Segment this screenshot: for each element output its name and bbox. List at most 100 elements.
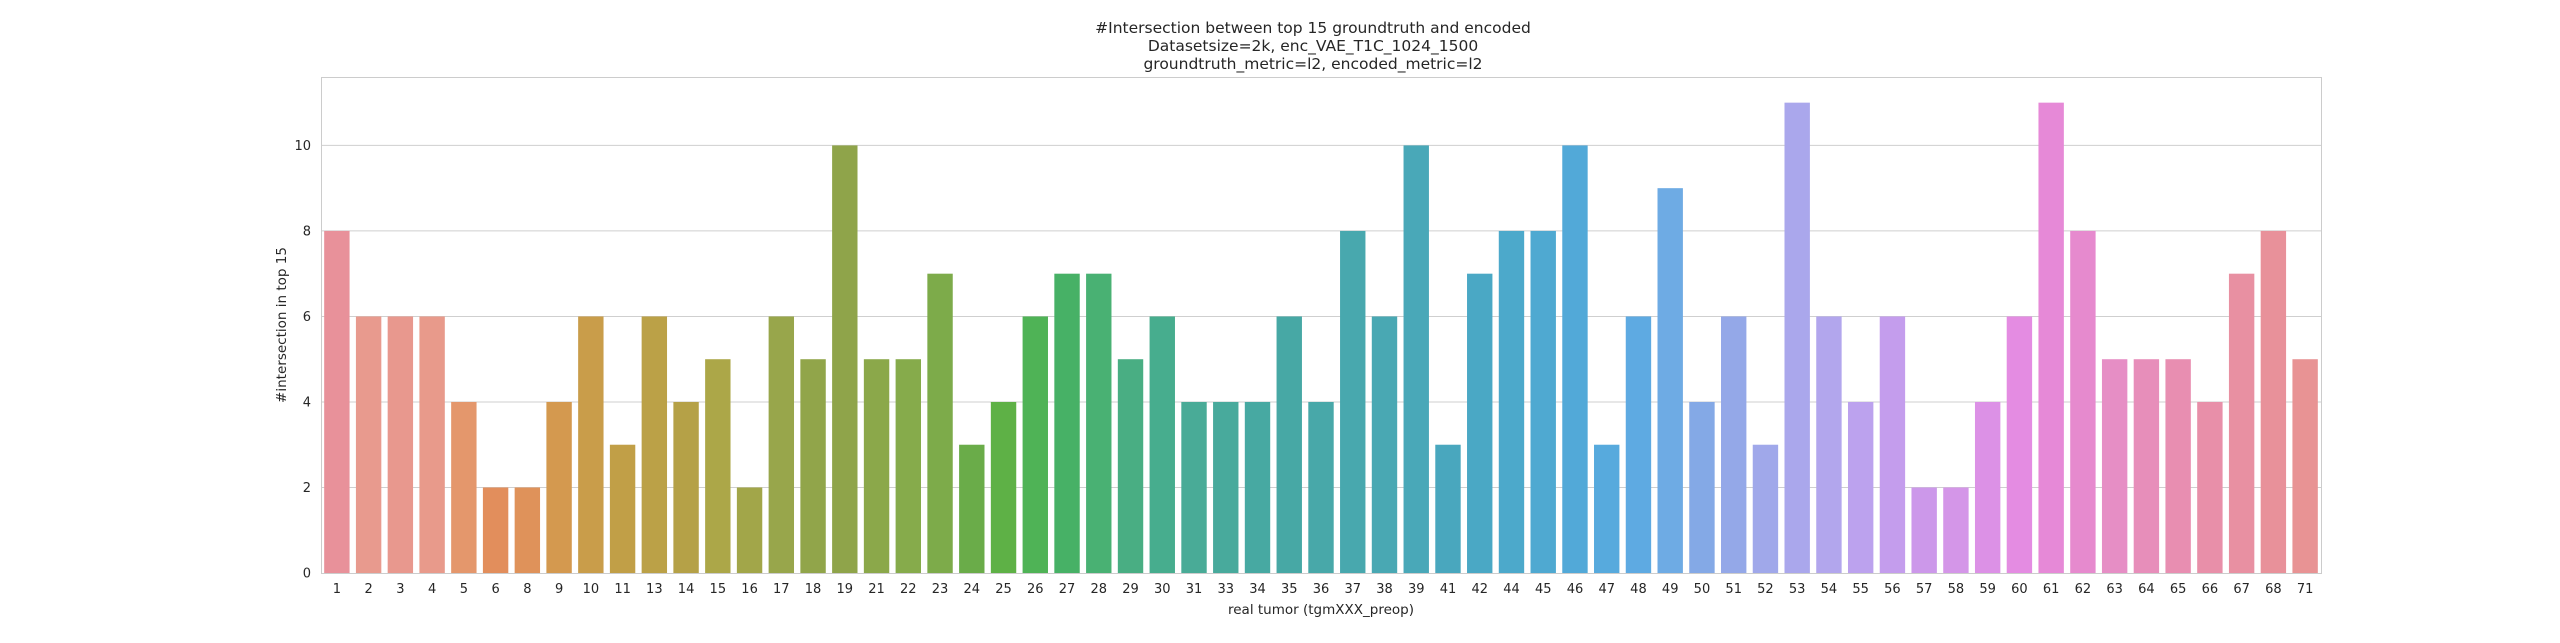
x-axis-label: real tumor (tgmXXX_preop) (1228, 602, 1414, 618)
bar-16 (736, 487, 763, 573)
bar-9 (546, 401, 572, 573)
bar-71 (2292, 359, 2318, 573)
x-tick-label: 9 (555, 582, 563, 597)
y-tick-label: 4 (303, 395, 311, 410)
bar-30 (1149, 316, 1175, 573)
bar-37 (1340, 230, 1366, 573)
bar-67 (2228, 273, 2255, 573)
bar-1 (324, 230, 350, 573)
x-tick-label: 10 (583, 582, 600, 597)
bar-15 (705, 359, 731, 573)
x-tick-label: 15 (710, 582, 727, 597)
bar-42 (1467, 273, 1493, 573)
x-tick-label: 4 (428, 582, 436, 597)
bar-17 (768, 316, 795, 573)
x-tick-label: 58 (1948, 582, 1965, 597)
chart-title-line-3: groundtruth_metric=l2, encoded_metric=l2 (1143, 55, 1482, 74)
y-tick-labels: 0 2 4 6 8 10 (294, 139, 311, 582)
x-tick-label: 39 (1408, 582, 1425, 597)
bars (324, 102, 2318, 573)
x-tick-label: 28 (1091, 582, 1108, 597)
bar-45 (1530, 230, 1556, 573)
bar-4 (419, 316, 445, 573)
bar-66 (2197, 401, 2223, 573)
bar-63 (2101, 359, 2128, 573)
x-tick-label: 2 (364, 582, 372, 597)
bar-22 (895, 359, 921, 573)
bar-31 (1181, 401, 1207, 573)
bar-50 (1689, 401, 1715, 573)
y-axis-label: #intersection in top 15 (274, 247, 290, 403)
x-tick-label: 48 (1630, 582, 1647, 597)
bar-62 (2070, 230, 2096, 573)
bar-13 (641, 316, 668, 573)
x-tick-label: 57 (1916, 582, 1933, 597)
x-tick-label: 52 (1757, 582, 1774, 597)
x-tick-label: 51 (1725, 582, 1742, 597)
x-tick-label: 23 (932, 582, 949, 597)
x-tick-label: 68 (2265, 582, 2282, 597)
chart-title-line-2: Datasetsize=2k, enc_VAE_T1C_1024_1500 (1148, 37, 1478, 56)
x-tick-label: 45 (1535, 582, 1552, 597)
bar-38 (1371, 316, 1398, 573)
y-tick-label: 2 (303, 481, 311, 496)
x-tick-label: 37 (1344, 582, 1361, 597)
x-tick-label: 31 (1186, 582, 1203, 597)
bar-34 (1244, 401, 1271, 573)
bar-24 (959, 444, 985, 573)
bar-39 (1403, 145, 1429, 573)
bar-36 (1308, 401, 1334, 573)
bar-2 (355, 316, 382, 573)
bar-8 (514, 487, 541, 573)
x-tick-label: 59 (1979, 582, 1996, 597)
bar-56 (1879, 316, 1906, 573)
x-tick-label: 19 (837, 582, 854, 597)
bar-53 (1784, 102, 1810, 573)
x-tick-label: 5 (460, 582, 468, 597)
x-tick-label: 60 (2011, 582, 2028, 597)
bar-52 (1752, 444, 1779, 573)
bar-51 (1721, 316, 1747, 573)
bar-5 (451, 401, 477, 573)
plot-frame (321, 77, 2322, 574)
x-tick-label: 34 (1249, 582, 1266, 597)
bar-55 (1847, 401, 1874, 573)
x-tick-label: 49 (1662, 582, 1679, 597)
bar-54 (1816, 316, 1842, 573)
bar-48 (1625, 316, 1652, 573)
y-tick-label: 0 (303, 567, 311, 582)
bar-11 (609, 444, 636, 573)
x-tick-label: 38 (1376, 582, 1393, 597)
x-tick-labels: 1 2 3 4 5 6 8 9 10 11 13 14 15 16 17 18 19 21 22 23 24 25 26 27… (333, 582, 2314, 597)
bar-27 (1054, 273, 1080, 573)
x-tick-label: 17 (773, 582, 790, 597)
x-tick-label: 22 (900, 582, 917, 597)
bar-68 (2260, 230, 2287, 573)
y-tick-label: 6 (303, 310, 311, 325)
x-tick-label: 30 (1154, 582, 1171, 597)
x-tick-label: 61 (2043, 582, 2060, 597)
bar-44 (1498, 230, 1525, 573)
x-tick-label: 26 (1027, 582, 1044, 597)
y-tick-label: 10 (294, 139, 311, 154)
bar-25 (990, 401, 1017, 573)
bar-59 (1974, 401, 2001, 573)
bar-65 (2165, 359, 2191, 573)
x-tick-label: 50 (1694, 582, 1711, 597)
bar-10 (578, 316, 604, 573)
x-tick-label: 29 (1122, 582, 1139, 597)
x-tick-label: 62 (2075, 582, 2092, 597)
x-tick-label: 25 (995, 582, 1012, 597)
bar-47 (1594, 444, 1620, 573)
bar-58 (1943, 487, 1969, 573)
x-tick-label: 1 (333, 582, 341, 597)
x-tick-label: 41 (1440, 582, 1457, 597)
bar-23 (927, 273, 953, 573)
chart-title-line-1: #Intersection between top 15 groundtruth… (1095, 19, 1531, 37)
x-tick-label: 11 (614, 582, 631, 597)
x-tick-label: 56 (1884, 582, 1901, 597)
y-tick-label: 8 (303, 224, 311, 239)
x-tick-label: 33 (1217, 582, 1234, 597)
x-tick-label: 8 (523, 582, 531, 597)
x-tick-label: 44 (1503, 582, 1520, 597)
